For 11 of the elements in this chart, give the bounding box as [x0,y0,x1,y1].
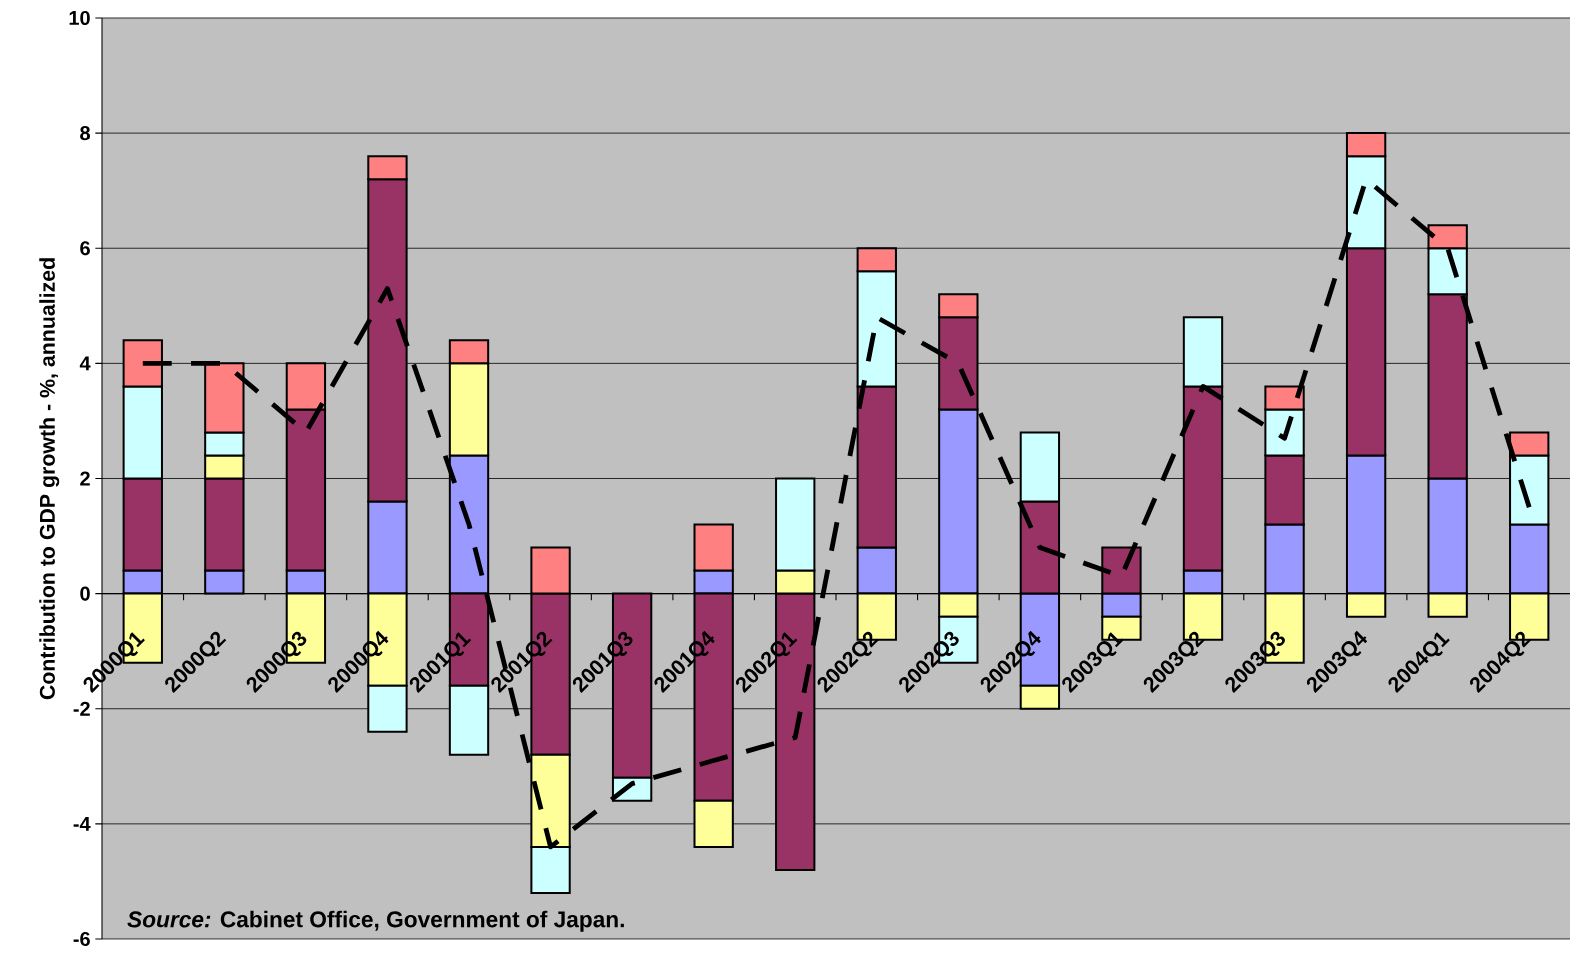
y-tick-label: -2 [73,701,90,716]
y-tick-label: 2 [80,471,90,486]
annotation: Source: Cabinet Office, Government of Japan. [127,910,624,932]
y-tick-label: 8 [80,126,91,141]
y-tick-label: 6 [80,241,90,256]
y-tick-label: 10 [69,10,90,26]
y-tick-label: 4 [79,356,91,371]
y-axis-title: Contribution to GDP growth - %, annualized [39,258,60,700]
y-tick-label: -4 [73,816,91,831]
y-tick-label: -6 [73,931,90,947]
y-tick-label: 0 [80,586,90,601]
